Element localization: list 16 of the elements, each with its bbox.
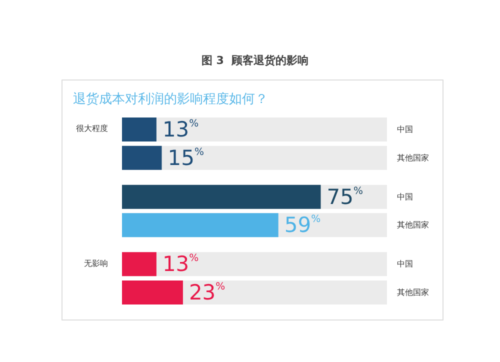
y-tick-label: 很大程度 [76, 124, 108, 134]
text: 中国 [397, 125, 413, 134]
data-label: 75% [326, 184, 363, 209]
text: 中国 [397, 260, 413, 269]
text: 中国 [397, 192, 413, 202]
data-label: 59% [284, 213, 321, 238]
text: 其他国家 [397, 220, 429, 230]
data-label: 15% [168, 146, 204, 170]
y-tick-label: 无影响 [84, 258, 108, 268]
data-label: 13% [162, 118, 199, 142]
data-label: 13% [162, 252, 199, 276]
chart-title: 图 3 顾客退货的影响 [201, 54, 309, 67]
chart-subtitle: 退货成本对利润的影响程度如何？ [73, 91, 268, 107]
text: 其他国家 [397, 288, 429, 297]
data-label: 23% [188, 280, 226, 304]
text: 其他国家 [397, 153, 429, 162]
